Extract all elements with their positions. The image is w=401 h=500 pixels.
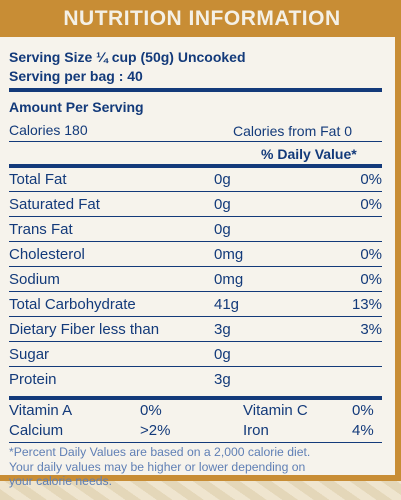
nutrient-amount: 0g: [214, 196, 231, 213]
vitamin-a-label: Vitamin A: [9, 402, 73, 419]
nutrient-row: Total Carbohydrate 41g 13%: [9, 293, 382, 317]
nutrient-daily-value: 0%: [360, 246, 382, 263]
nutrient-name: Sugar: [9, 346, 50, 363]
iron-label: Iron: [243, 422, 269, 439]
nutrient-name: Dietary Fiber less than: [9, 321, 160, 338]
nutrient-amount: 0g: [214, 171, 231, 188]
nutrition-label: NUTRITION INFORMATION Serving Size ¼ cup…: [0, 0, 401, 488]
nutrient-name: Trans Fat: [9, 221, 73, 238]
divider: [9, 442, 382, 443]
nutrient-amount: 3g: [214, 371, 231, 388]
title-banner: NUTRITION INFORMATION: [0, 0, 395, 37]
nutrient-amount: 0mg: [214, 271, 244, 288]
row-divider: [9, 316, 382, 317]
nutrient-row: Saturated Fat 0g 0%: [9, 193, 382, 217]
footnote-1: *Percent Daily Values are based on a 2,0…: [9, 445, 311, 459]
nutrient-name: Total Fat: [9, 171, 67, 188]
divider-thick: [9, 88, 382, 92]
row-divider: [9, 366, 382, 367]
vitamin-c-value: 0%: [352, 402, 374, 419]
nutrient-amount: 0mg: [214, 246, 244, 263]
calcium-label: Calcium: [9, 422, 64, 439]
nutrient-row: Sodium 0mg 0%: [9, 268, 382, 292]
row-divider: [9, 241, 382, 242]
nutrient-row: Cholesterol 0mg 0%: [9, 243, 382, 267]
nutrient-name: Saturated Fat: [9, 196, 100, 213]
nutrient-daily-value: 0%: [360, 271, 382, 288]
nutrient-daily-value: 13%: [351, 296, 382, 313]
calories: Calories 180: [9, 122, 88, 138]
vitamin-c-label: Vitamin C: [243, 402, 308, 419]
calcium-value: >2%: [140, 422, 171, 439]
divider: [9, 141, 382, 142]
row-divider: [9, 266, 382, 267]
row-divider: [9, 216, 382, 217]
nutrient-row: Trans Fat 0g: [9, 218, 382, 242]
row-divider: [9, 191, 382, 192]
row-divider: [9, 341, 382, 342]
divider-thick: [9, 396, 382, 400]
nutrient-name: Cholesterol: [9, 246, 85, 263]
nutrient-row: Dietary Fiber less than 3g 3%: [9, 318, 382, 342]
nutrient-row: Total Fat 0g 0%: [9, 168, 382, 192]
nutrient-daily-value: 0%: [360, 171, 382, 188]
nutrient-row: Sugar 0g: [9, 343, 382, 367]
calories-from-fat: Calories from Fat 0: [233, 123, 353, 139]
vitamin-a-value: 0%: [140, 402, 162, 419]
serving-size: Serving Size ¼ cup (50g) Uncooked: [9, 49, 246, 65]
nutrient-name: Total Carbohydrate: [9, 296, 136, 313]
nutrient-amount: 0g: [214, 346, 231, 363]
nutrient-row: Protein 3g: [9, 368, 382, 392]
footnote-3: your calorie needs.: [9, 474, 112, 488]
daily-value-header: % Daily Value*: [261, 146, 357, 162]
nutrient-daily-value: 0%: [360, 196, 382, 213]
banner-title: NUTRITION INFORMATION: [63, 7, 341, 30]
serving-per-bag: Serving per bag : 40: [9, 68, 143, 84]
row-divider: [9, 291, 382, 292]
iron-value: 4%: [352, 422, 374, 439]
nutrient-amount: 41g: [214, 296, 240, 313]
footnote-2: Your daily values may be higher or lower…: [9, 460, 306, 474]
nutrient-amount: 3g: [214, 321, 231, 338]
nutrient-name: Sodium: [9, 271, 60, 288]
nutrient-amount: 0g: [214, 221, 231, 238]
divider-thick: [9, 164, 382, 168]
amount-per-serving: Amount Per Serving: [9, 99, 144, 115]
nutrient-daily-value: 3%: [360, 321, 382, 338]
nutrient-name: Protein: [9, 371, 57, 388]
